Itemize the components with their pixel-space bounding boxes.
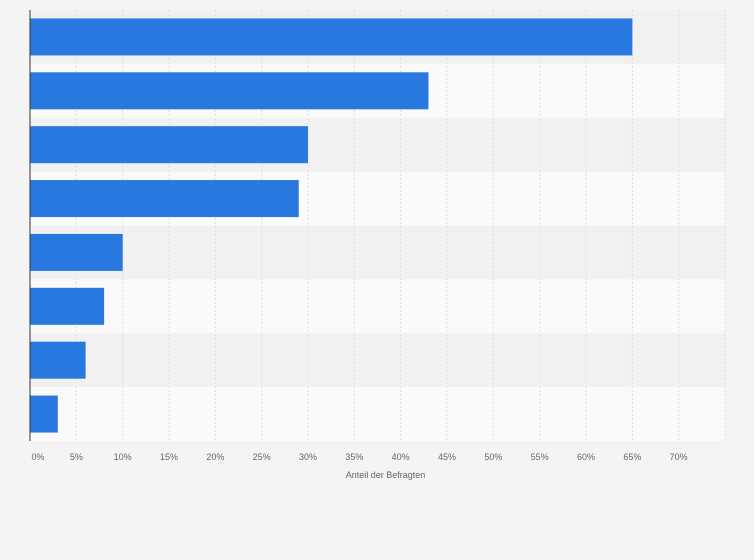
bar[interactable] (30, 233, 123, 271)
bar[interactable] (30, 341, 86, 379)
x-tick-label: 0% (31, 452, 44, 462)
x-tick-label: 45% (438, 452, 456, 462)
x-axis-title: Anteil der Befragten (346, 470, 426, 480)
bar[interactable] (30, 72, 429, 110)
row-band (30, 387, 725, 441)
row-bands (30, 10, 725, 441)
row-band (30, 279, 725, 334)
x-tick-label: 55% (531, 452, 549, 462)
x-tick-label: 50% (484, 452, 502, 462)
x-tick-label: 65% (623, 452, 641, 462)
x-tick-label: 35% (345, 452, 363, 462)
bar[interactable] (30, 287, 105, 325)
bars (30, 18, 633, 433)
row-band (30, 333, 725, 388)
x-tick-label: 70% (670, 452, 688, 462)
x-tick-label: 25% (253, 452, 271, 462)
x-tick-label: 20% (206, 452, 224, 462)
x-tick-label: 40% (392, 452, 410, 462)
x-tick-labels: 0% 5% 10% 15% 20% 25% 30% 35% 40% 45% 50% 55% 60% 65%… (31, 452, 687, 462)
bar[interactable] (30, 180, 299, 218)
x-tick-label: 5% (70, 452, 83, 462)
x-tick-label: 30% (299, 452, 317, 462)
bar[interactable] (30, 395, 58, 433)
row-band (30, 225, 725, 280)
bar[interactable] (30, 18, 633, 56)
x-tick-label: 15% (160, 452, 178, 462)
x-tick-label: 60% (577, 452, 595, 462)
bar[interactable] (30, 126, 308, 164)
x-tick-label: 10% (114, 452, 132, 462)
